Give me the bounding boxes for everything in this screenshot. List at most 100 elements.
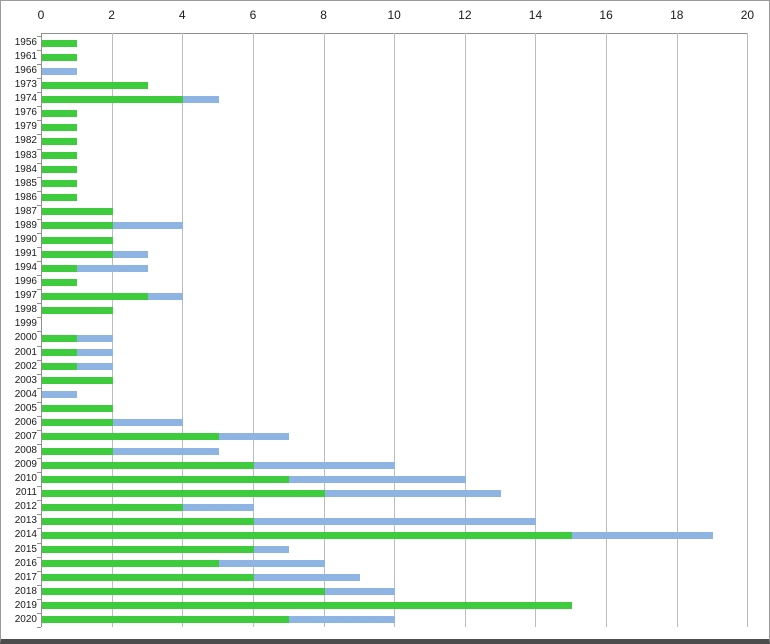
year-label: 2003 bbox=[14, 374, 37, 386]
year-label: 1982 bbox=[14, 135, 37, 147]
y-axis-tick bbox=[37, 570, 41, 572]
x-tick-label: 8 bbox=[320, 8, 327, 22]
green-bar-segment bbox=[42, 616, 290, 624]
y-axis-tick bbox=[37, 176, 41, 178]
green-bar-segment bbox=[42, 39, 78, 47]
y-axis-tick bbox=[37, 261, 41, 263]
y-axis-tick bbox=[37, 148, 41, 150]
year-label: 2017 bbox=[14, 571, 37, 583]
y-axis-tick bbox=[37, 204, 41, 206]
year-label: 2000 bbox=[14, 332, 37, 344]
blue-bar-segment bbox=[324, 588, 396, 596]
x-tick-label: 2 bbox=[108, 8, 115, 22]
year-label: 2005 bbox=[14, 402, 37, 414]
green-bar-segment bbox=[42, 138, 78, 146]
blue-bar-segment bbox=[571, 531, 714, 539]
green-bar-segment bbox=[42, 236, 113, 244]
year-label: 1979 bbox=[14, 121, 37, 133]
y-axis-tick bbox=[37, 542, 41, 544]
green-bar-segment bbox=[42, 503, 184, 511]
green-bar-segment bbox=[42, 335, 78, 342]
year-label: 1983 bbox=[14, 149, 37, 161]
blue-bar-segment bbox=[183, 95, 219, 103]
year-label: 2012 bbox=[14, 501, 37, 513]
y-axis-tick bbox=[37, 247, 41, 249]
x-tick-label: 18 bbox=[670, 8, 684, 22]
green-bar-segment bbox=[42, 349, 78, 357]
year-label: 2002 bbox=[14, 360, 37, 372]
y-axis-tick bbox=[37, 584, 41, 586]
y-axis-tick bbox=[37, 64, 41, 66]
blue-bar-segment bbox=[112, 419, 184, 427]
blue-bar-segment bbox=[289, 616, 396, 624]
green-bar-segment bbox=[42, 292, 148, 300]
gridline bbox=[606, 33, 608, 627]
green-bar-segment bbox=[42, 123, 78, 131]
year-label: 1976 bbox=[14, 107, 37, 119]
y-axis-tick bbox=[37, 429, 41, 431]
x-tick-label: 10 bbox=[387, 8, 401, 22]
green-bar-segment bbox=[42, 81, 148, 89]
y-axis-tick bbox=[37, 514, 41, 516]
blue-bar-segment bbox=[253, 574, 360, 582]
green-bar-segment bbox=[42, 574, 254, 582]
year-label: 1999 bbox=[14, 318, 37, 330]
blue-bar-segment bbox=[77, 349, 113, 357]
gridline bbox=[464, 33, 466, 627]
y-axis-tick bbox=[37, 373, 41, 375]
green-bar-segment bbox=[42, 194, 78, 202]
blue-bar-segment bbox=[77, 264, 148, 272]
y-axis-tick bbox=[37, 218, 41, 220]
y-axis-tick bbox=[37, 345, 41, 347]
y-axis-tick bbox=[37, 444, 41, 446]
gridline bbox=[252, 33, 254, 627]
y-axis-tick bbox=[37, 528, 41, 530]
y-axis-tick bbox=[37, 598, 41, 600]
green-bar-segment bbox=[42, 546, 254, 554]
blue-bar-segment bbox=[112, 447, 219, 455]
year-label: 2008 bbox=[14, 445, 37, 457]
green-bar-segment bbox=[42, 278, 78, 286]
green-bar-segment bbox=[42, 588, 325, 596]
y-axis-tick bbox=[37, 50, 41, 52]
y-axis-tick bbox=[37, 331, 41, 333]
y-axis-tick bbox=[37, 275, 41, 277]
gridline bbox=[111, 33, 113, 627]
blue-bar-segment bbox=[42, 67, 78, 75]
green-bar-segment bbox=[42, 517, 254, 525]
year-label: 1961 bbox=[14, 51, 37, 63]
y-axis-tick bbox=[37, 626, 41, 628]
year-label: 1984 bbox=[14, 163, 37, 175]
y-axis-tick bbox=[37, 36, 41, 37]
year-label: 2004 bbox=[14, 388, 37, 400]
year-label: 1986 bbox=[14, 191, 37, 203]
blue-bar-segment bbox=[42, 391, 78, 399]
x-tick-label: 20 bbox=[740, 8, 755, 22]
gridline bbox=[676, 33, 678, 627]
year-label: 2010 bbox=[14, 473, 37, 485]
green-bar-segment bbox=[42, 433, 219, 441]
y-axis-tick bbox=[37, 387, 41, 389]
y-axis-tick bbox=[37, 190, 41, 192]
green-bar-segment bbox=[42, 363, 78, 371]
y-axis-tick bbox=[37, 359, 41, 361]
green-bar-segment bbox=[42, 152, 78, 160]
year-label: 1990 bbox=[14, 233, 37, 245]
year-label: 1996 bbox=[14, 276, 37, 288]
blue-bar-segment bbox=[289, 475, 466, 483]
year-label: 2019 bbox=[14, 599, 37, 611]
blue-bar-segment bbox=[253, 461, 396, 469]
y-axis-tick bbox=[37, 401, 41, 403]
year-label: 2006 bbox=[14, 416, 37, 428]
green-bar-segment bbox=[42, 461, 254, 469]
y-axis-tick bbox=[37, 303, 41, 305]
green-bar-segment bbox=[42, 208, 113, 216]
blue-bar-segment bbox=[77, 335, 113, 342]
green-bar-segment bbox=[42, 180, 78, 188]
y-axis-tick bbox=[37, 232, 41, 234]
y-axis-tick bbox=[37, 134, 41, 136]
gridline bbox=[747, 33, 749, 627]
year-label: 1974 bbox=[14, 93, 37, 105]
y-axis-tick bbox=[37, 317, 41, 319]
